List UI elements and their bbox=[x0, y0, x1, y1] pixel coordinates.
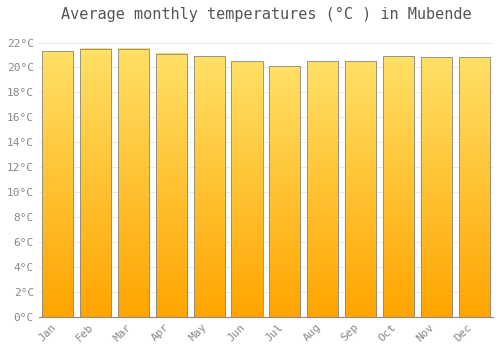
Bar bbox=[307, 61, 338, 317]
Bar bbox=[194, 56, 224, 317]
Bar bbox=[156, 54, 187, 317]
Bar bbox=[345, 61, 376, 317]
Bar bbox=[421, 57, 452, 317]
Title: Average monthly temperatures (°C ) in Mubende: Average monthly temperatures (°C ) in Mu… bbox=[60, 7, 471, 22]
Bar bbox=[458, 57, 490, 317]
Bar bbox=[270, 66, 300, 317]
Bar bbox=[80, 49, 111, 317]
Bar bbox=[383, 56, 414, 317]
Bar bbox=[118, 49, 149, 317]
Bar bbox=[42, 51, 74, 317]
Bar bbox=[232, 61, 262, 317]
